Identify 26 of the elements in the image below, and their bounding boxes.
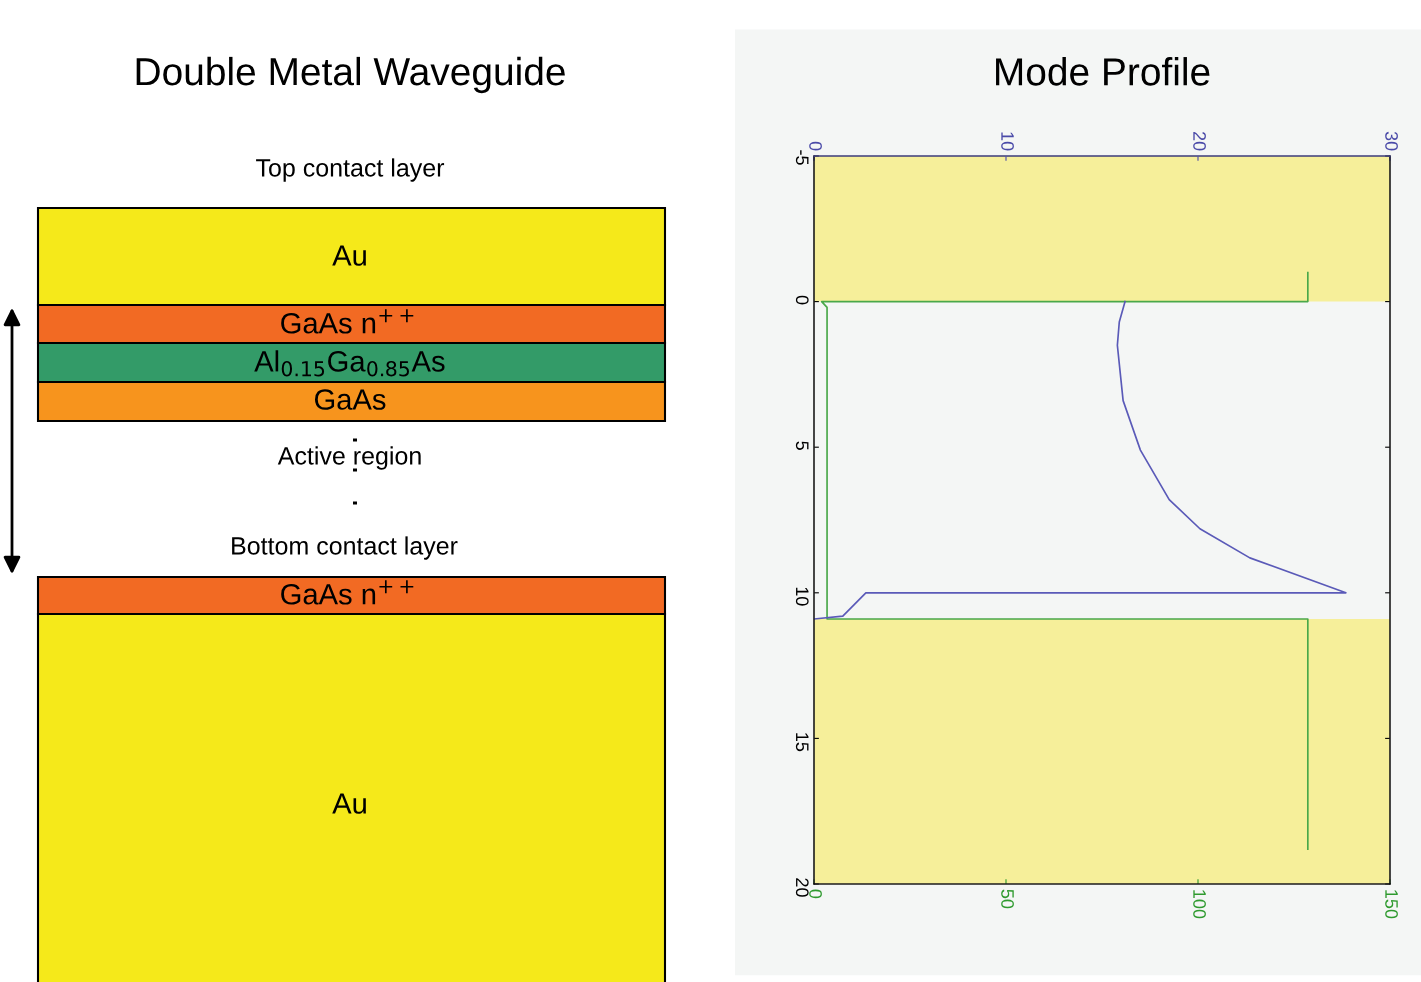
y-tick-label: 5 xyxy=(795,441,809,450)
text: Al$_{0.15}$Ga$_{0.85}$As xyxy=(254,350,445,377)
y-tick-label: 15 xyxy=(795,733,809,752)
line-series xyxy=(820,271,1309,850)
chart-title: Mode Profile xyxy=(996,57,1210,86)
x2-tick-label: 10 xyxy=(1001,132,1014,151)
text: Au xyxy=(332,245,366,266)
y-tick-label: 10 xyxy=(795,587,809,606)
x-tick-label: 0 xyxy=(809,889,822,899)
x-tick-label: 150 xyxy=(1385,890,1398,919)
y-tick-label: 0 xyxy=(795,295,809,305)
text: GaAs xyxy=(315,389,386,410)
text: Bottom contact layer xyxy=(232,536,458,560)
text: GaAs n$^{++}$ xyxy=(281,309,414,334)
x2-tick-label: 0 xyxy=(809,141,822,151)
x-tick-label: 50 xyxy=(1001,889,1014,909)
x2-tick-label: 20 xyxy=(1193,131,1206,151)
text: Active region xyxy=(277,446,421,470)
text: Top contact layer xyxy=(256,158,445,182)
y-tick-label: 20 xyxy=(795,878,809,897)
x-tick-label: 100 xyxy=(1193,890,1206,919)
text: Au xyxy=(332,793,366,814)
text: GaAs n$^{++}$ xyxy=(281,580,414,605)
text: Double Metal Waveguide xyxy=(136,56,565,94)
y-tick-label: -5 xyxy=(795,150,809,165)
x2-tick-label: 30 xyxy=(1385,131,1398,151)
